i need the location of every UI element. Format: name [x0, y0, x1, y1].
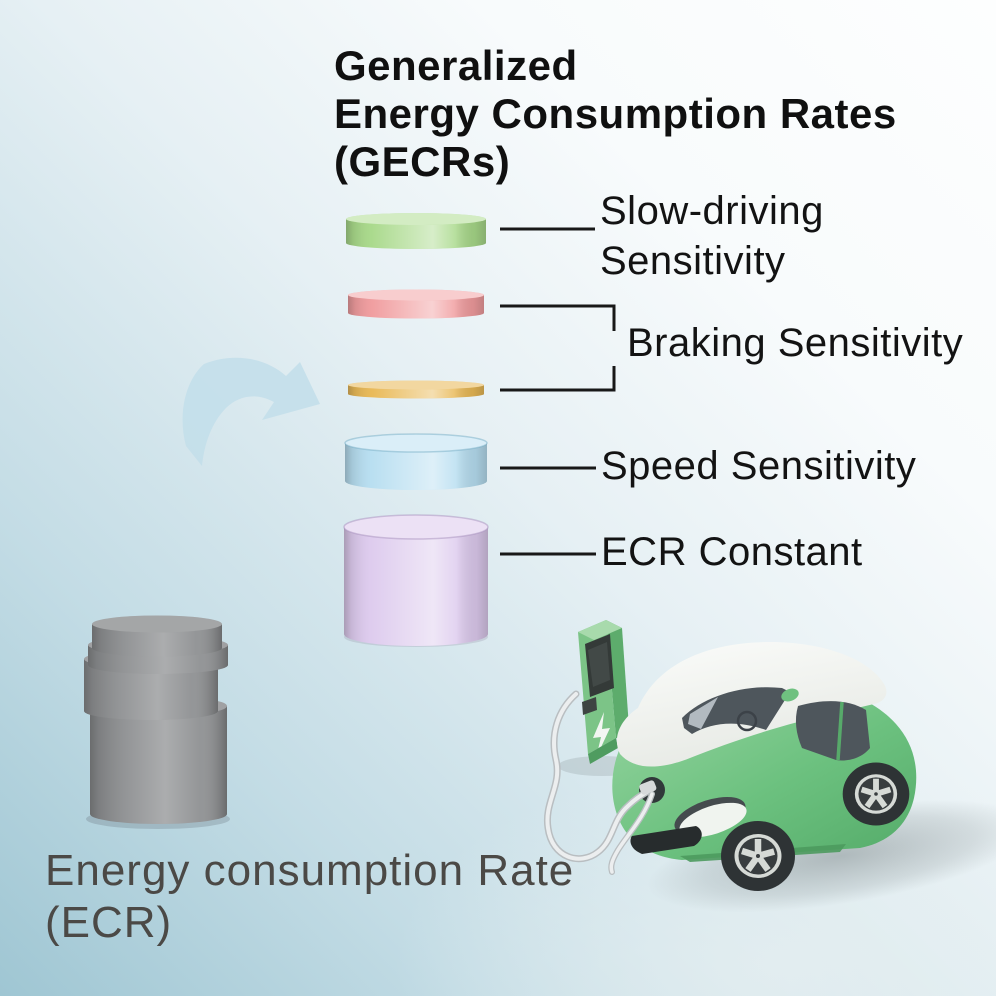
- disk-top-highlight: [346, 213, 486, 225]
- cable-plug: [639, 780, 657, 795]
- connector-braking-upper: [500, 304, 616, 331]
- electric-car-charging-illustration: [543, 620, 996, 913]
- label-slow-driving-line1: Slow-driving: [600, 189, 824, 233]
- gecr-disk-braking-lower: [348, 380, 484, 399]
- car-grille: [630, 826, 702, 854]
- charging-cable: [543, 690, 657, 875]
- car-b-pillar: [836, 701, 844, 761]
- curved-swoosh-arrow-shape: [182, 357, 320, 466]
- ecr-label-line2: (ECR): [45, 898, 173, 947]
- cylinder-top-highlight: [344, 515, 488, 539]
- station-socket: [582, 697, 597, 715]
- car-mirror: [781, 688, 799, 702]
- cable-drop-inner: [609, 792, 654, 874]
- steering-wheel: [736, 710, 758, 732]
- cyl-top: [92, 615, 222, 633]
- station-screen-glare: [588, 642, 610, 687]
- cyl-top-highlight: [92, 615, 222, 633]
- label-slow-driving-line2: Sensitivity: [600, 239, 786, 283]
- disk-top-rim: [344, 433, 488, 453]
- connector-braking-lower: [500, 366, 616, 392]
- disk-shading: [345, 443, 487, 490]
- label-ecr-constant: ECR Constant: [601, 530, 863, 574]
- disk-shading: [348, 295, 484, 319]
- cylinder-shading: [344, 527, 488, 646]
- cyl-shading: [84, 659, 218, 720]
- figure-title-line1: Generalized: [334, 42, 578, 89]
- gecr-disk-stack: [343, 213, 489, 647]
- cylinder-top: [344, 515, 488, 539]
- label-slow-driving-sensitivity: Slow-driving Sensitivity: [600, 186, 824, 286]
- cable-inner: [545, 692, 652, 861]
- ev-car: [612, 642, 917, 891]
- ecr-label-line1: Energy consumption Rate: [45, 846, 575, 895]
- charging-station-icon: [578, 620, 630, 764]
- car-side-windows: [795, 701, 870, 761]
- station-top: [578, 620, 622, 640]
- station-base: [588, 738, 618, 764]
- gecr-disk-slow-driving: [346, 213, 486, 249]
- ecr-label: Energy consumption Rate (ECR): [45, 845, 574, 949]
- front-wheel: [721, 821, 795, 891]
- curved-swoosh-arrow-icon: [182, 357, 320, 466]
- disk-top: [348, 380, 484, 390]
- label-braking-sensitivity: Braking Sensitivity: [627, 321, 964, 365]
- disk-top-highlight: [348, 289, 484, 301]
- ecr-stack-top-disk: [92, 615, 222, 657]
- rear-wheel: [842, 762, 910, 826]
- cylinder-top-rim: [343, 514, 489, 540]
- disk-shading: [346, 219, 486, 249]
- figure-title-line3: (GECRs): [334, 138, 511, 185]
- gecr-cylinder-ecr-constant: [343, 514, 489, 647]
- cyl-shading: [90, 706, 227, 824]
- figure-title: Generalized Energy Consumption Rates (GE…: [334, 42, 897, 186]
- gecr-disk-speed: [344, 433, 488, 490]
- figure-title-line2: Energy Consumption Rates: [334, 90, 897, 137]
- windshield-reflection: [688, 697, 718, 729]
- cyl-shading: [92, 624, 222, 657]
- station-side: [606, 620, 630, 742]
- disk-top-highlight: [348, 380, 484, 390]
- ecr-cylinder-stack: [84, 615, 230, 829]
- disk-top-highlight: [345, 434, 487, 452]
- car-windshield: [682, 687, 790, 734]
- lightning-bolt-icon: [593, 712, 610, 758]
- label-speed-sensitivity: Speed Sensitivity: [601, 444, 917, 488]
- gecr-disk-braking-upper: [348, 289, 484, 319]
- hub-center: [756, 854, 760, 858]
- hub-center: [874, 792, 878, 796]
